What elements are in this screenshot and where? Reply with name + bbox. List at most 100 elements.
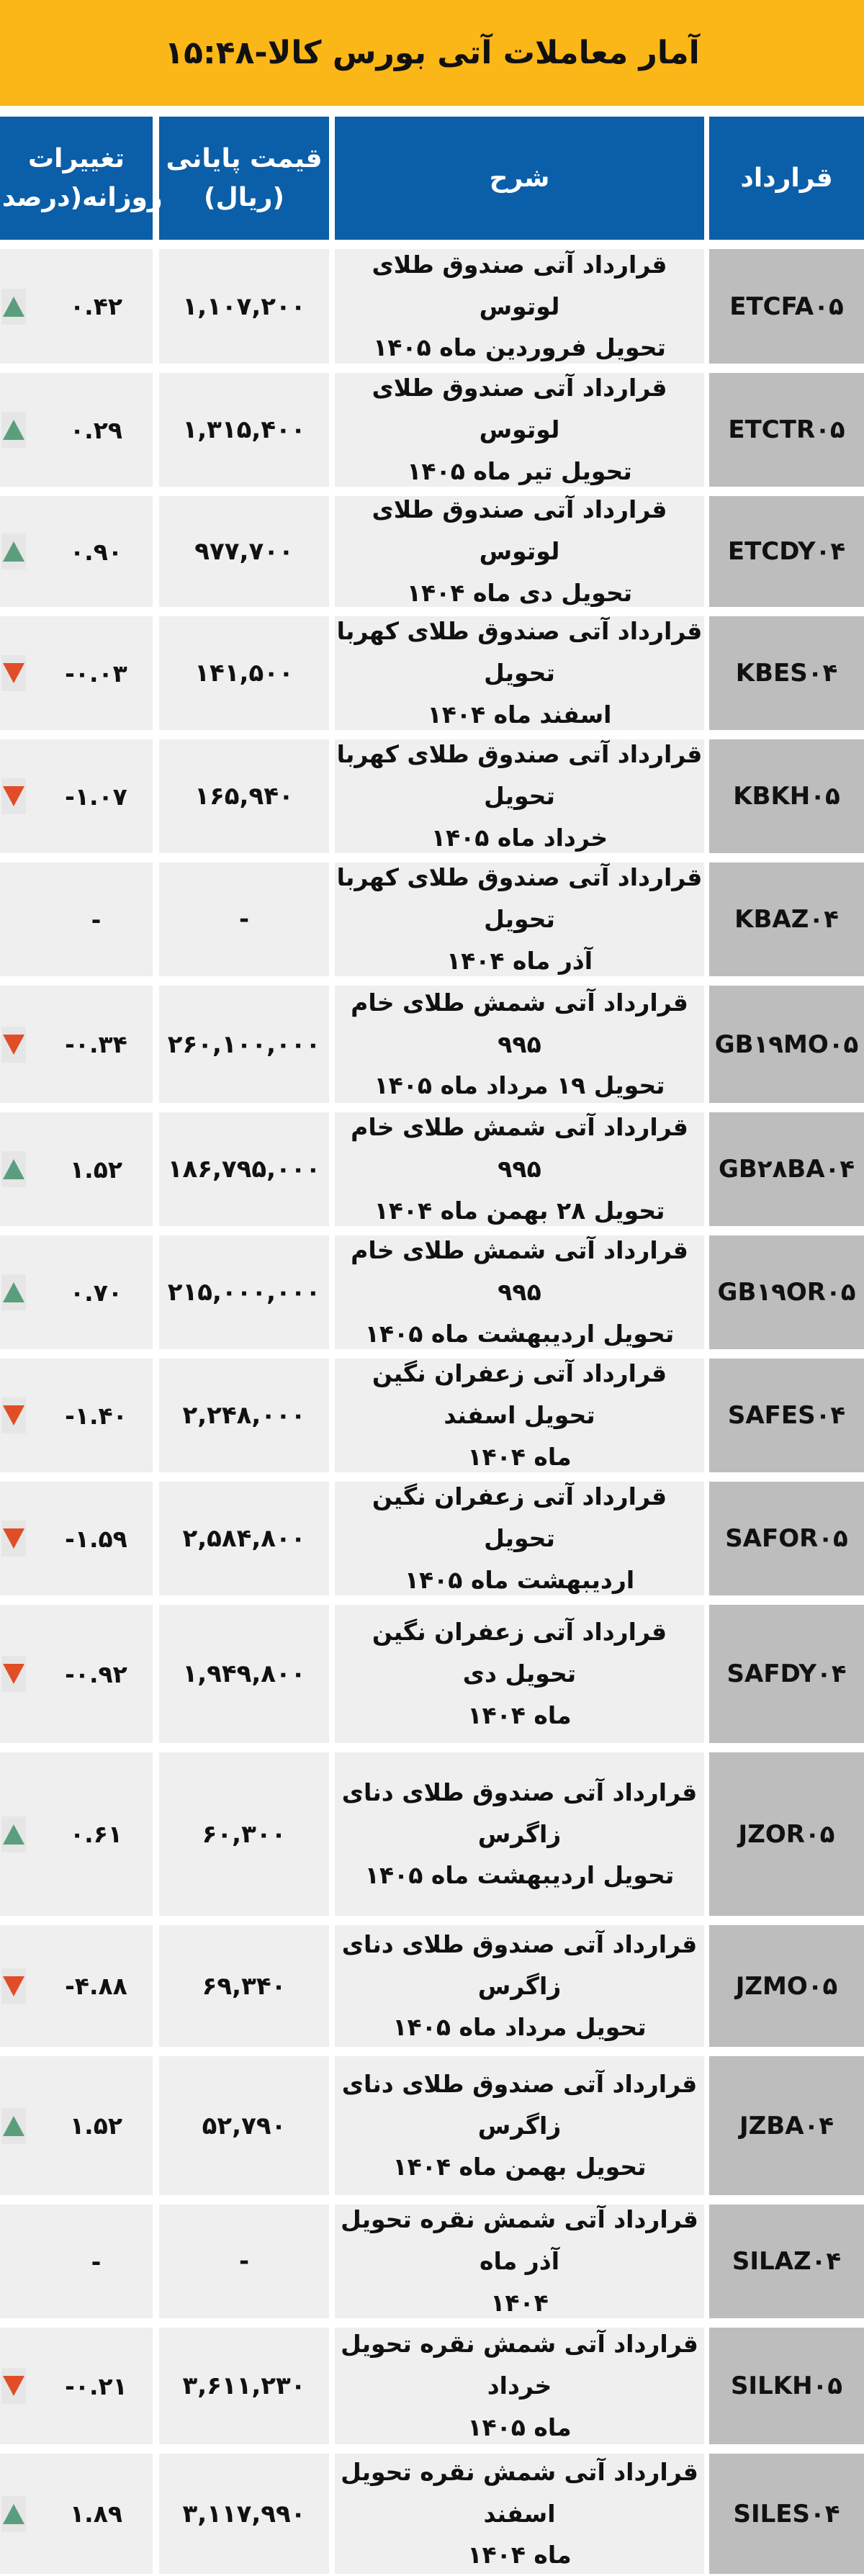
change-cell: -۰.۹۲ xyxy=(0,1605,153,1743)
contract-code-cell: GB۲۸BA۰۴ xyxy=(709,1112,864,1226)
daily-change: ۰.۲۹ xyxy=(70,415,122,444)
arrow-up-icon xyxy=(1,1274,26,1310)
description-line-1: قرارداد آتی صندوق طلای کهربا تحویل xyxy=(336,740,703,811)
description-line-1: قرارداد آتی شمش نقره تحویل خرداد xyxy=(341,2330,698,2400)
change-cell: ۰.۴۲ xyxy=(0,249,153,364)
table-row: JZMO۰۵ قرارداد آتی صندوق طلای دنای زاگرس ت… xyxy=(0,1925,864,2047)
description-cell: قرارداد آتی زعفران نگین تحویل دی ماه ۱۴۰۴ xyxy=(335,1605,704,1743)
daily-change: -۰.۹۲ xyxy=(65,1659,127,1688)
description-line-2: اسفند ماه ۱۴۰۴ xyxy=(427,700,612,729)
contract-code: SAFES۰۴ xyxy=(727,1401,846,1430)
closing-price: ۱۸۶,۷۹۵,۰۰۰ xyxy=(167,1155,321,1184)
change-cell: ۱.۵۲ xyxy=(0,2056,153,2195)
daily-change: -۰.۰۳ xyxy=(65,659,127,688)
daily-change: -۰.۳۴ xyxy=(65,1030,127,1058)
contract-code-cell: JZOR۰۵ xyxy=(709,1752,864,1916)
header-description: شرح xyxy=(335,117,704,240)
contract-code: JZMO۰۵ xyxy=(735,1971,838,2001)
closing-price: ۲۶۰,۱۰۰,۰۰۰ xyxy=(167,1030,321,1059)
closing-price: ۱,۳۱۵,۴۰۰ xyxy=(182,415,306,444)
closing-price: ۹۷۷,۷۰۰ xyxy=(194,537,294,566)
description-line-1: قرارداد آتی صندوق طلای دنای زاگرس xyxy=(341,2069,698,2140)
table-row: GB۱۹MO۰۵ قرارداد آتی شمش طلای خام ۹۹۵ تحوی… xyxy=(0,986,864,1103)
table-row: GB۲۸BA۰۴ قرارداد آتی شمش طلای خام ۹۹۵ تحوی… xyxy=(0,1112,864,1226)
description-line-2: تحویل اردیبهشت ماه ۱۴۰۵ xyxy=(364,1319,675,1348)
contract-code-cell: KBAZ۰۴ xyxy=(709,863,864,976)
table-row: SILAZ۰۴ قرارداد آتی شمش نقره تحویل آذر ما… xyxy=(0,2205,864,2318)
description-line-2: ماه ۱۴۰۵ xyxy=(467,2413,572,2441)
daily-change: -۱.۵۹ xyxy=(65,1524,127,1553)
contract-code-cell: JZMO۰۵ xyxy=(709,1925,864,2047)
table-row: ETCTR۰۵ قرارداد آتی صندوق طلای لوتوس تحویل… xyxy=(0,373,864,487)
description-cell: قرارداد آتی شمش طلای خام ۹۹۵ تحویل اردیبه… xyxy=(335,1235,704,1349)
table-row: KBKH۰۵ قرارداد آتی صندوق طلای کهربا تحویل… xyxy=(0,739,864,853)
description-cell: قرارداد آتی صندوق طلای لوتوس تحویل دی ماه… xyxy=(335,495,704,607)
closing-price: - xyxy=(238,2247,250,2276)
description-cell: قرارداد آتی صندوق طلای دنای زاگرس تحویل ب… xyxy=(335,2056,704,2195)
arrow-down-icon xyxy=(1,2368,26,2404)
description-line-1: قرارداد آتی شمش طلای خام ۹۹۵ xyxy=(351,988,688,1058)
change-cell: - xyxy=(0,2205,153,2318)
closing-price: ۳,۱۱۷,۹۹۰ xyxy=(182,2499,306,2528)
contract-code: SAFOR۰۵ xyxy=(725,1524,848,1553)
price-cell: ۳,۶۱۱,۲۳۰ xyxy=(159,2328,329,2444)
price-cell: ۳,۱۱۷,۹۹۰ xyxy=(159,2454,329,2574)
closing-price: ۱۶۵,۹۴۰ xyxy=(194,782,294,811)
description-line-2: ماه ۱۴۰۴ xyxy=(467,1442,572,1471)
description-cell: قرارداد آتی زعفران نگین تحویل اسفند ماه ۱… xyxy=(335,1359,704,1472)
contract-code-cell: JZBA۰۴ xyxy=(709,2056,864,2195)
contract-code: SILAZ۰۴ xyxy=(732,2247,842,2276)
description-line-2: ماه ۱۴۰۴ xyxy=(467,2541,572,2570)
contract-code: KBAZ۰۴ xyxy=(734,905,839,934)
arrow-up-icon xyxy=(1,412,26,448)
contract-code: GB۱۹OR۰۵ xyxy=(717,1278,856,1307)
contract-code: SAFDY۰۴ xyxy=(726,1659,847,1688)
description-cell: قرارداد آتی شمش نقره تحویل آذر ماه ۱۴۰۴ xyxy=(335,2205,704,2318)
contract-code: KBKH۰۵ xyxy=(733,782,840,811)
closing-price: ۱,۱۰۷,۲۰۰ xyxy=(182,292,306,321)
description-cell: قرارداد آتی صندوق طلای کهربا تحویل خرداد … xyxy=(335,739,704,853)
price-cell: ۲۱۵,۰۰۰,۰۰۰ xyxy=(159,1235,329,1349)
description-line-2: تحویل دی ماه ۱۴۰۴ xyxy=(406,578,633,607)
change-cell: ۰.۶۱ xyxy=(0,1752,153,1916)
arrow-down-icon xyxy=(1,1656,26,1692)
contract-code-cell: GB۱۹MO۰۵ xyxy=(709,986,864,1103)
closing-price: ۲,۵۸۴,۸۰۰ xyxy=(182,1524,306,1553)
description-cell: قرارداد آتی شمش نقره تحویل اسفند ماه ۱۴۰۴ xyxy=(335,2454,704,2574)
description-line-1: قرارداد آتی صندوق طلای کهربا تحویل xyxy=(336,617,703,688)
description-line-1: قرارداد آتی شمش نقره تحویل اسفند xyxy=(341,2457,698,2528)
price-cell: ۹۷۷,۷۰۰ xyxy=(159,496,329,607)
change-cell: -۱.۰۷ xyxy=(0,739,153,853)
closing-price: ۲۱۵,۰۰۰,۰۰۰ xyxy=(167,1278,321,1307)
change-cell: ۰.۹۰ xyxy=(0,496,153,607)
price-cell: ۱,۱۰۷,۲۰۰ xyxy=(159,249,329,364)
price-cell: ۲,۵۸۴,۸۰۰ xyxy=(159,1482,329,1595)
change-cell: ۱.۸۹ xyxy=(0,2454,153,2574)
contract-code: KBES۰۴ xyxy=(735,659,838,688)
change-cell: ۰.۷۰ xyxy=(0,1235,153,1349)
arrow-up-icon xyxy=(1,533,26,569)
contract-code-cell: GB۱۹OR۰۵ xyxy=(709,1235,864,1349)
closing-price: ۱,۹۴۹,۸۰۰ xyxy=(182,1659,306,1688)
daily-change: -۱.۰۷ xyxy=(65,782,127,811)
description-cell: قرارداد آتی صندوق طلای دنای زاگرس تحویل ا… xyxy=(335,1752,704,1916)
contract-code-cell: ETCDY۰۴ xyxy=(709,496,864,607)
contract-code-cell: SILKH۰۵ xyxy=(709,2328,864,2444)
closing-price: ۱۴۱,۵۰۰ xyxy=(194,659,294,688)
contract-code-cell: SAFES۰۴ xyxy=(709,1359,864,1472)
description-line-1: قرارداد آتی صندوق طلای دنای زاگرس xyxy=(341,1778,698,1848)
header-change-unit: روزانه(درصد) xyxy=(0,182,163,212)
description-line-1: قرارداد آتی صندوق طلای لوتوس xyxy=(372,250,667,320)
description-line-1: قرارداد آتی شمش طلای خام ۹۹۵ xyxy=(351,1236,688,1307)
change-cell: - xyxy=(0,863,153,976)
table-row: ETCDY۰۴ قرارداد آتی صندوق طلای لوتوس تحویل… xyxy=(0,495,864,607)
page-title: آمار معاملات آتی بورس کالا-۱۵:۴۸ xyxy=(0,0,864,106)
arrow-up-icon xyxy=(1,1816,26,1852)
header-change: تغییرات روزانه(درصد) xyxy=(0,117,163,240)
table-row: JZBA۰۴ قرارداد آتی صندوق طلای دنای زاگرس ت… xyxy=(0,2056,864,2195)
description-line-2: تحویل مرداد ماه ۱۴۰۵ xyxy=(392,2013,647,2042)
contract-code-cell: SAFOR۰۵ xyxy=(709,1482,864,1595)
change-cell: -۴.۸۸ xyxy=(0,1925,153,2047)
description-cell: قرارداد آتی صندوق طلای لوتوس تحویل تیر ما… xyxy=(335,373,704,487)
contract-code: ETCDY۰۴ xyxy=(727,537,846,566)
